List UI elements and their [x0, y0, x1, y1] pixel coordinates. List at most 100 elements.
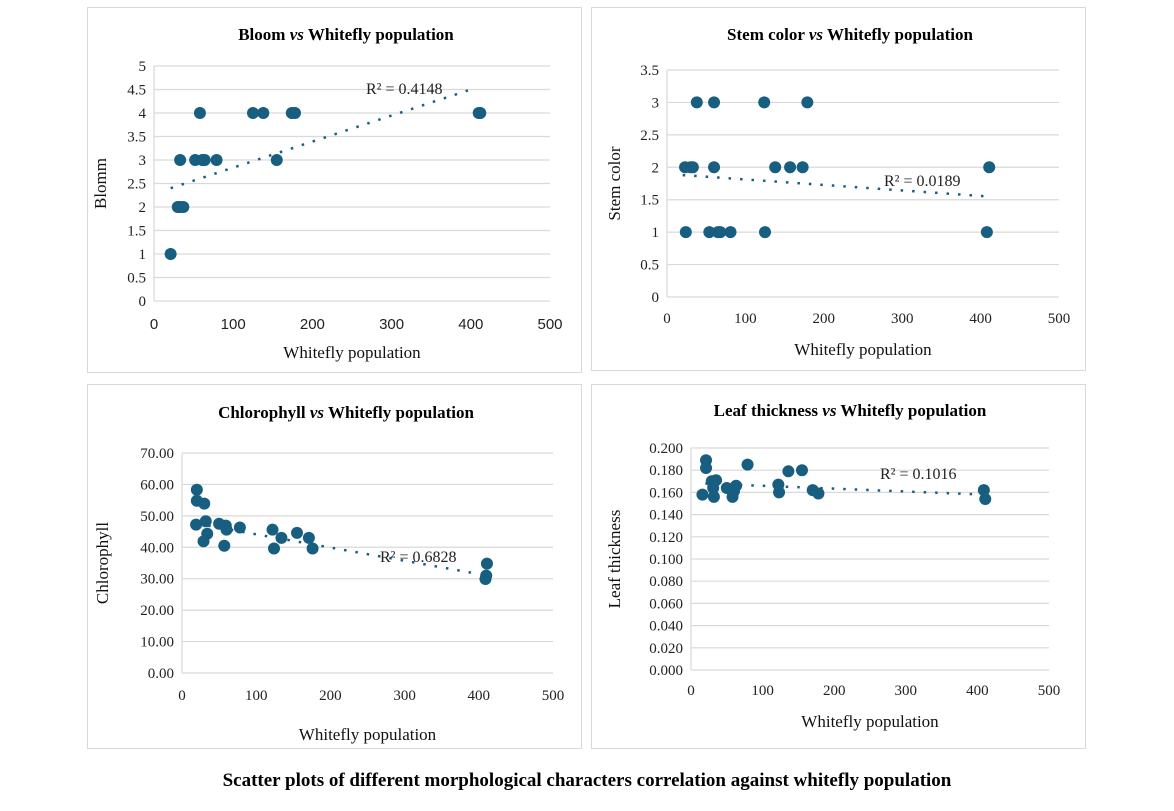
- data-point: [795, 464, 808, 477]
- x-tick-label: 500: [537, 316, 562, 333]
- y-tick-label: 0: [652, 290, 660, 306]
- data-point: [977, 484, 990, 497]
- y-tick-label: 4: [139, 106, 147, 122]
- x-axis-label: Whitefly population: [794, 340, 932, 359]
- data-point: [198, 154, 211, 166]
- data-point: [703, 226, 716, 239]
- chart-border: [591, 7, 1086, 371]
- x-tick-label: 300: [891, 311, 914, 327]
- y-tick-label: 50.00: [140, 509, 174, 525]
- y-axis-label: Chlorophyll: [93, 522, 112, 604]
- data-point: [679, 226, 692, 239]
- data-point: [268, 542, 281, 555]
- y-tick-label: 5: [139, 59, 147, 75]
- y-tick-label: 0.200: [649, 441, 683, 457]
- data-point: [306, 542, 319, 555]
- y-tick-label: 0.040: [649, 619, 683, 635]
- x-tick-label: 300: [393, 688, 416, 704]
- y-tick-label: 40.00: [140, 540, 174, 556]
- title-x-name: Whitefly population: [324, 403, 474, 422]
- x-tick-label: 400: [969, 311, 992, 327]
- x-tick-label: 200: [823, 683, 846, 699]
- chart-title: Chlorophyll vs Whitefly population: [218, 403, 474, 422]
- data-point: [707, 481, 720, 494]
- title-vs: vs: [822, 401, 837, 420]
- title-vs: vs: [310, 403, 325, 422]
- x-tick-label: 0: [687, 683, 695, 699]
- x-axis-label: Whitefly population: [299, 725, 437, 744]
- y-tick-label: 0.160: [649, 485, 683, 501]
- data-point: [164, 248, 177, 260]
- y-tick-label: 3.5: [640, 63, 659, 79]
- x-axis-label: Whitefly population: [283, 343, 421, 362]
- y-tick-label: 0.100: [649, 552, 683, 568]
- trendline: [705, 482, 985, 496]
- title-y-name: Leaf thickness: [714, 401, 823, 420]
- data-point: [257, 107, 270, 119]
- x-tick-label: 200: [813, 311, 836, 327]
- chart-panel-2: Stem color vs Whitefly population 0 0.5 1 1.…: [591, 7, 1086, 371]
- y-tick-label: 3: [652, 95, 660, 111]
- y-tick-label: 1.5: [127, 224, 146, 240]
- chart-border: [591, 384, 1086, 749]
- data-point: [479, 573, 492, 586]
- data-point: [266, 523, 279, 536]
- data-point: [714, 226, 727, 239]
- y-tick-label: 30.00: [140, 572, 174, 588]
- r-squared-label: R² = 0.6828: [380, 549, 457, 566]
- y-tick-label: 0.020: [649, 641, 683, 657]
- y-tick-label: 0.180: [649, 463, 683, 479]
- title-x-name: Whitefly population: [304, 25, 454, 44]
- x-tick-label: 100: [245, 688, 268, 704]
- data-point: [197, 535, 210, 548]
- data-point: [730, 479, 743, 492]
- x-tick-label: 500: [1038, 683, 1061, 699]
- data-point: [686, 161, 699, 174]
- r-squared-label: R² = 0.4148: [366, 81, 443, 98]
- x-tick-label: 400: [458, 316, 483, 333]
- chart-panel-1: Bloom vs Whitefly population 0 0.5 1 1.5 2 2.5…: [87, 7, 582, 373]
- data-point: [480, 557, 493, 570]
- y-axis-label: Leaf thickness: [605, 510, 624, 609]
- y-tick-label: 3.5: [127, 130, 146, 146]
- trendline: [682, 173, 989, 198]
- data-point: [218, 539, 231, 552]
- x-tick-label: 300: [379, 316, 404, 333]
- y-tick-label: 0.140: [649, 508, 683, 524]
- chart-title: Bloom vs Whitefly population: [238, 25, 454, 44]
- y-tick-label: 1: [139, 247, 147, 263]
- y-axis-label: Blomm: [91, 158, 110, 209]
- title-y-name: Bloom: [238, 25, 289, 44]
- data-point: [190, 483, 203, 496]
- title-y-name: Stem color: [727, 25, 809, 44]
- y-tick-label: 4.5: [127, 83, 146, 99]
- title-vs: vs: [290, 25, 305, 44]
- x-tick-label: 400: [966, 683, 989, 699]
- y-tick-label: 0.000: [649, 663, 683, 679]
- x-tick-label: 100: [221, 316, 246, 333]
- chart-title: Leaf thickness vs Whitefly population: [714, 401, 987, 420]
- data-point: [199, 515, 212, 528]
- data-point: [270, 154, 283, 166]
- title-x-name: Whitefly population: [836, 401, 986, 420]
- data-point: [696, 488, 709, 501]
- data-point: [233, 521, 246, 534]
- data-point: [210, 154, 223, 166]
- y-tick-label: 0.5: [127, 271, 146, 287]
- y-tick-label: 0.5: [640, 258, 659, 274]
- y-tick-label: 70.00: [140, 446, 174, 462]
- x-tick-label: 0: [178, 688, 186, 704]
- y-tick-label: 0: [139, 294, 147, 310]
- data-point: [708, 161, 721, 174]
- data-point: [759, 226, 771, 239]
- data-point: [220, 523, 233, 536]
- data-point: [198, 497, 211, 510]
- x-tick-label: 100: [734, 311, 757, 327]
- figure-caption: Scatter plots of different morphological…: [222, 770, 952, 791]
- title-x-name: Whitefly population: [823, 25, 973, 44]
- data-point: [708, 96, 721, 109]
- data-point: [193, 107, 206, 119]
- x-tick-label: 500: [1048, 311, 1071, 327]
- data-point: [724, 226, 737, 239]
- data-point: [174, 154, 187, 166]
